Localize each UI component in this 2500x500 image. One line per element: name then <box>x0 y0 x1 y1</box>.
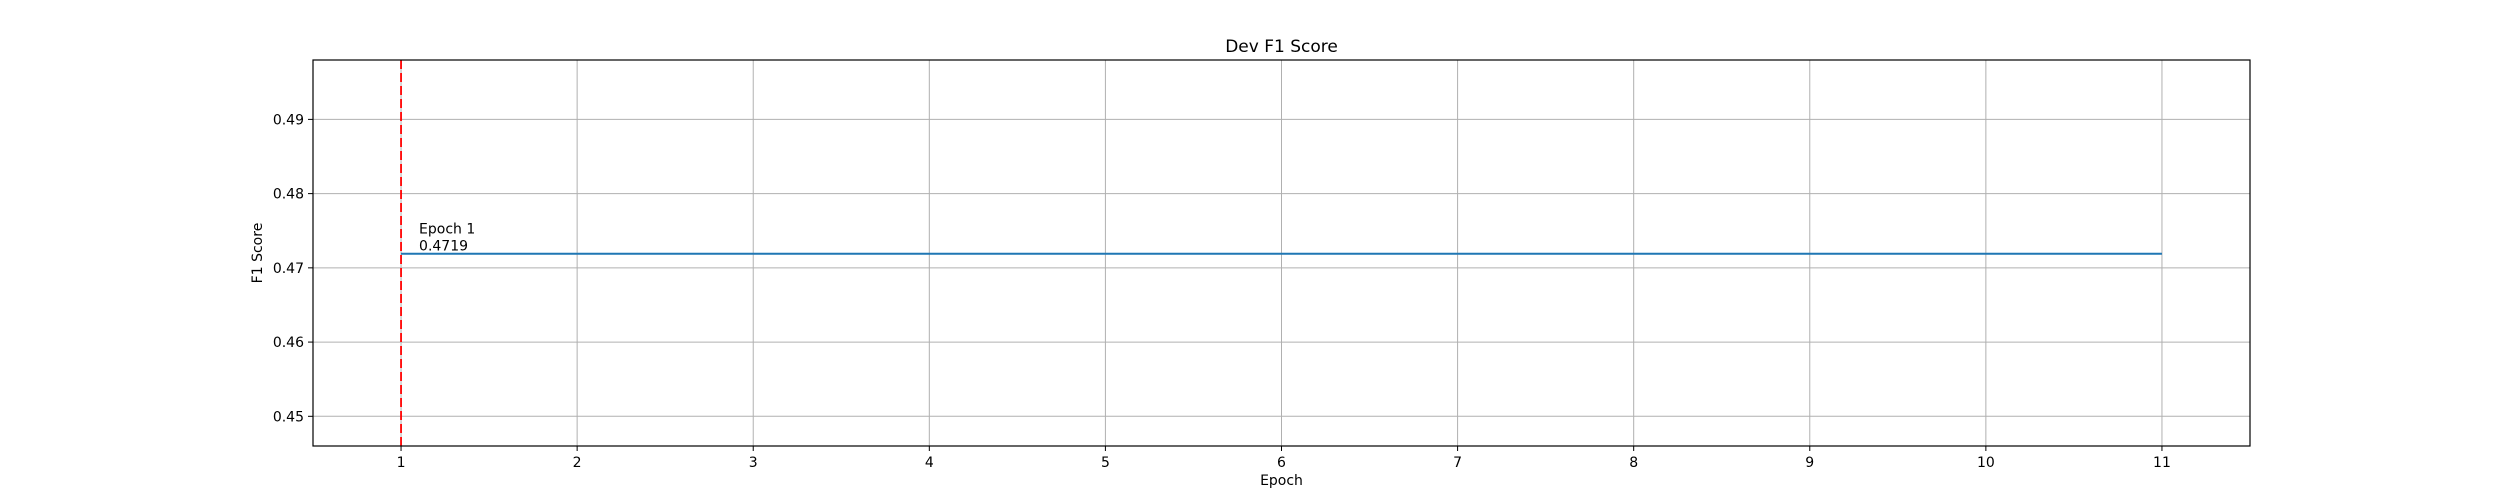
y-tick-label: 0.45 <box>273 409 304 425</box>
y-axis-label: F1 Score <box>250 223 266 284</box>
x-tick-label: 1 <box>397 455 406 471</box>
y-tick-label: 0.46 <box>273 335 304 351</box>
tick-layer: 1 2 3 4 5 6 7 8 9 10 11 0.45 0.46 0.47 0.48 0.49 <box>273 112 2171 471</box>
x-tick-label: 5 <box>1101 455 1110 471</box>
chart-title: Dev F1 Score <box>1225 37 1338 57</box>
x-tick-label: 3 <box>749 455 758 471</box>
y-tick-label: 0.47 <box>273 261 304 277</box>
x-tick-label: 11 <box>2153 455 2171 471</box>
x-tick-label: 7 <box>1453 455 1462 471</box>
x-tick-label: 2 <box>573 455 582 471</box>
y-tick-label: 0.49 <box>273 112 304 128</box>
annotation-score-text: 0.4719 <box>419 239 468 255</box>
x-tick-label: 9 <box>1805 455 1814 471</box>
y-tick-label: 0.48 <box>273 187 304 203</box>
x-tick-label: 6 <box>1277 455 1286 471</box>
x-tick-label: 4 <box>925 455 934 471</box>
x-tick-label: 8 <box>1629 455 1638 471</box>
annotation-epoch-text: Epoch 1 <box>419 222 475 238</box>
x-tick-label: 10 <box>1977 455 1995 471</box>
best-epoch-annotation: Epoch 1 0.4719 <box>419 222 475 255</box>
x-axis-label: Epoch <box>1260 473 1303 489</box>
grid-lines <box>313 60 2250 446</box>
